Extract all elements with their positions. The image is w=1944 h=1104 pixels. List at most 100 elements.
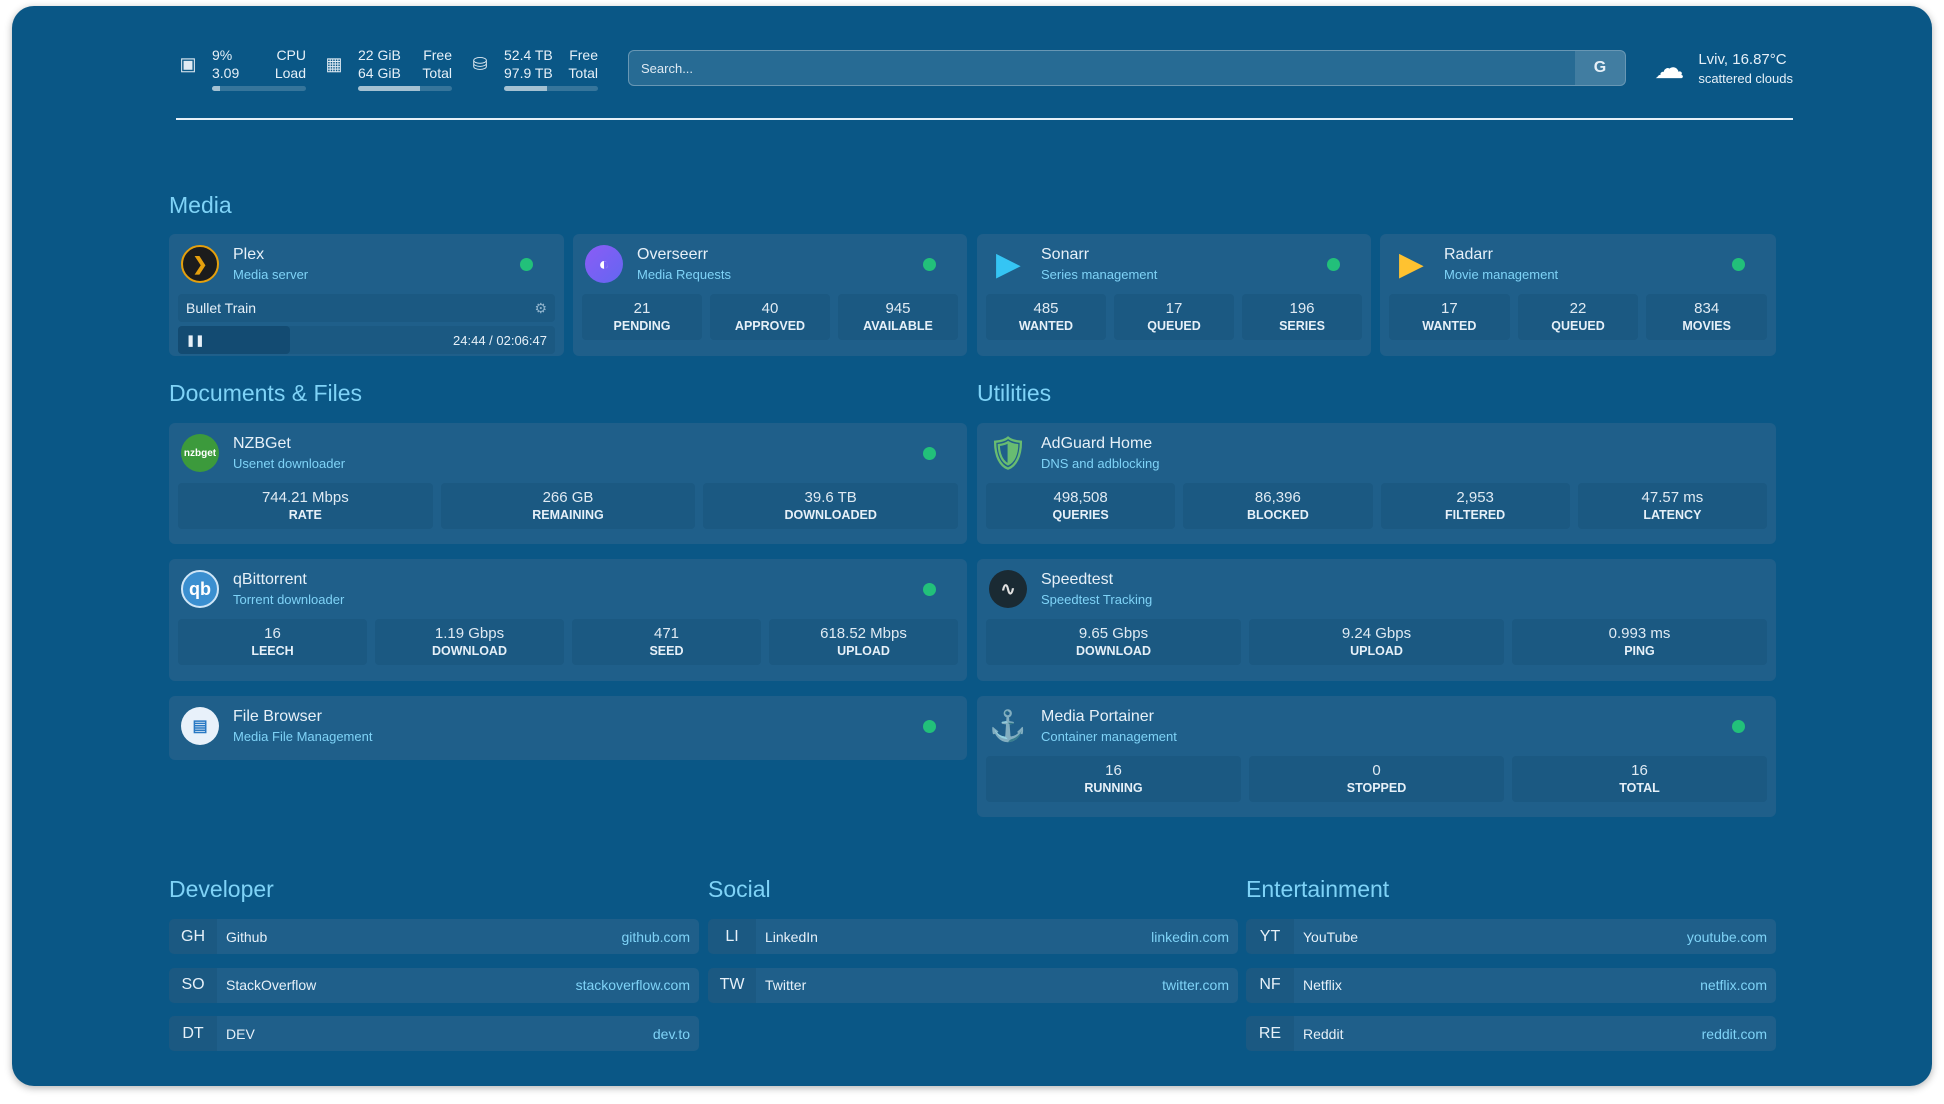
stat-value: 485 [1033, 300, 1059, 317]
resource-value: 97.9 TB [504, 64, 553, 81]
status-dot [923, 719, 936, 733]
service-portainer[interactable]: ⚓ Media Portainer Container management 16 RU… [977, 696, 1776, 817]
status-dot [1327, 257, 1340, 271]
stat-label: RATE [288, 508, 322, 522]
stat-filtered: 2,953 FILTERED [1380, 483, 1570, 529]
service-radarr[interactable]: ▶ Radarr Movie management 17 WANTED 22 QUEUED 8… [1380, 234, 1776, 356]
stat-value: 17 [1440, 300, 1458, 317]
weather-widget[interactable]: ☁ Lviv, 16.87°C scattered clouds [1654, 51, 1793, 86]
nzbget-icon: nzbget [181, 434, 219, 472]
bookmark-name: Netflix [1303, 977, 1342, 993]
service-name: Radarr [1444, 246, 1493, 263]
stat-queued: 22 QUEUED [1517, 294, 1639, 340]
stat-rate: 744.21 Mbps RATE [178, 483, 433, 529]
stat-label: FILTERED [1445, 508, 1506, 522]
sonarr-icon: ▶ [996, 247, 1020, 281]
stat-label: BLOCKED [1246, 508, 1309, 522]
service-sonarr[interactable]: ▶ Sonarr Series management 485 WANTED 17 QUEUE… [977, 234, 1371, 356]
section-media: Media [169, 192, 232, 218]
service-qbit[interactable]: qb qBittorrent Torrent downloader 16 LEECH 1.… [169, 559, 967, 681]
stat-approved: 40 APPROVED [710, 294, 830, 340]
search-input[interactable] [629, 51, 1575, 85]
stat-value: 16 [1105, 762, 1122, 779]
resource-widget: ⛁ 52.4 TB 97.9 TB Free Total [468, 46, 598, 91]
service-name: qBittorrent [233, 571, 307, 588]
bookmark-abbr: RE [1246, 1016, 1294, 1051]
service-filebrowser[interactable]: ▤ File Browser Media File Management [169, 696, 967, 760]
service-nzbget[interactable]: nzbget NZBGet Usenet downloader 744.21 Mbps… [169, 423, 967, 544]
stat-label: LATENCY [1643, 508, 1702, 522]
stat-label: DOWNLOAD [432, 644, 507, 658]
qbittorrent-icon: qb [181, 570, 219, 608]
status-dot [520, 257, 533, 271]
bookmark-linkedin[interactable]: LI LinkedIn linkedin.com [708, 919, 1238, 954]
stat-value: 196 [1289, 300, 1315, 317]
bookmark-youtube[interactable]: YT YouTube youtube.com [1246, 919, 1776, 954]
bookmark-github[interactable]: GH Github github.com [169, 919, 699, 954]
stat-leech: 16 LEECH [178, 619, 367, 665]
service-speedtest[interactable]: ∿ Speedtest Speedtest Tracking 9.65 Gbps DOW… [977, 559, 1776, 681]
resource-bar [212, 85, 306, 91]
service-plex[interactable]: ❯ Plex Media server Bullet Train ⚙ ❚❚ 24:4… [169, 234, 564, 356]
section-docs: Documents & Files [169, 380, 363, 406]
stat-download: 9.65 Gbps DOWNLOAD [986, 619, 1241, 665]
service-desc: Series management [1041, 267, 1158, 282]
bookmark-abbr: GH [169, 919, 217, 954]
bookmark-twitter[interactable]: TW Twitter twitter.com [708, 967, 1238, 1003]
stat-upload: 618.52 Mbps UPLOAD [769, 619, 958, 665]
radarr-icon: ▶ [1399, 247, 1423, 281]
stat-value: 2,953 [1456, 489, 1494, 506]
stat-label: REMAINING [532, 508, 604, 522]
stat-label: APPROVED [734, 319, 806, 333]
bookmark-dev[interactable]: DT DEV dev.to [169, 1016, 699, 1051]
stat-label: SERIES [1279, 319, 1325, 333]
bookmark-abbr: TW [708, 967, 756, 1003]
search-provider-button[interactable]: G [1575, 51, 1625, 85]
service-name: Overseerr [637, 246, 709, 263]
playback-progress [178, 326, 290, 354]
bookmark-url: youtube.com [1686, 928, 1767, 945]
service-desc: Movie management [1444, 267, 1559, 282]
service-overseerr[interactable]: ◐ Overseerr Media Requests 21 PENDING 40 APPRO… [573, 234, 967, 356]
stat-value: 618.52 Mbps [820, 625, 907, 642]
stat-value: 16 [1631, 762, 1648, 779]
adguard-shield-icon: 🛡 [987, 435, 1029, 471]
stat-download: 1.19 Gbps DOWNLOAD [375, 619, 564, 665]
service-adguard[interactable]: 🛡 AdGuard Home DNS and adblocking 498,508 QU… [977, 423, 1776, 544]
resource-value: 64 GiB [358, 64, 401, 81]
bookmark-url: stackoverflow.com [575, 977, 690, 993]
bookmark-url: reddit.com [1701, 1025, 1767, 1042]
stat-stopped: 0 STOPPED [1249, 756, 1504, 802]
section-entertainment: Entertainment [1246, 876, 1390, 902]
bookmark-name: LinkedIn [765, 928, 818, 945]
stat-label: QUERIES [1052, 508, 1109, 522]
cpu-icon: ▣ [179, 53, 197, 74]
status-dot [1732, 257, 1745, 271]
stat-value: 945 [885, 300, 911, 317]
stat-label: RUNNING [1084, 781, 1143, 795]
pause-icon[interactable]: ❚❚ [186, 334, 205, 347]
stat-movies: 834 MOVIES [1646, 294, 1768, 340]
stat-ping: 0.993 ms PING [1512, 619, 1767, 665]
section-developer: Developer [169, 876, 274, 902]
stat-label: MOVIES [1682, 319, 1731, 333]
resource-label: CPU [276, 46, 306, 63]
stat-label: QUEUED [1551, 319, 1605, 333]
stat-value: 47.57 ms [1641, 489, 1704, 506]
weather-condition: scattered clouds [1698, 70, 1793, 86]
stat-value: 266 GB [542, 489, 594, 506]
bookmark-netflix[interactable]: NF Netflix netflix.com [1246, 967, 1776, 1003]
service-desc: Media Requests [637, 267, 731, 282]
bookmark-name: Reddit [1303, 1025, 1344, 1042]
stat-value: 16 [264, 625, 281, 642]
playback-time: 24:44 / 02:06:47 [453, 332, 547, 348]
overseerr-icon: ◐ [585, 245, 623, 283]
plex-icon: ❯ [181, 245, 219, 283]
resource-label: Free [569, 46, 598, 63]
stat-label: LEECH [251, 644, 294, 658]
stat-value: 17 [1165, 300, 1183, 317]
service-name: Speedtest [1041, 571, 1114, 588]
bookmark-url: github.com [621, 928, 690, 945]
bookmark-stackoverflow[interactable]: SO StackOverflow stackoverflow.com [169, 967, 699, 1003]
bookmark-reddit[interactable]: RE Reddit reddit.com [1246, 1016, 1776, 1051]
